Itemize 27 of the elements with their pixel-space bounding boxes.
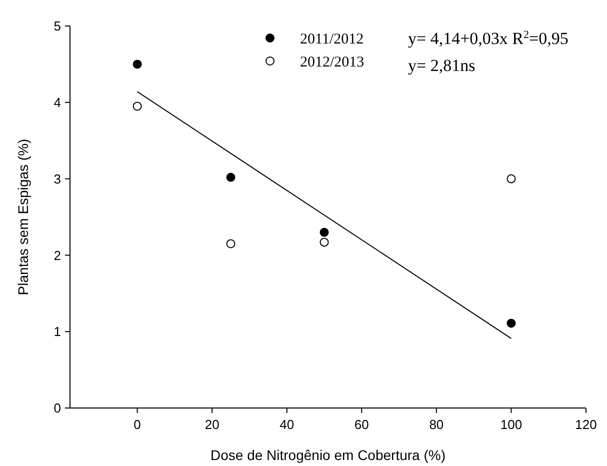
x-tick-label: 40 — [280, 417, 294, 432]
y-tick-label: 4 — [54, 94, 61, 110]
x-tick-label: 20 — [204, 417, 220, 432]
y-axis-title: Plantas sem Espigas (%) — [15, 138, 31, 296]
x-tick-label: 60 — [354, 417, 369, 432]
y-tick-label: 5 — [54, 18, 61, 34]
point — [132, 102, 142, 111]
legend-label: 2011/2012 — [300, 31, 364, 48]
annotation: y= 4,14+0,03x R$^{2}$=0,95 — [408, 28, 568, 48]
point — [226, 239, 236, 248]
annotation: y= 2,81ns — [408, 56, 476, 75]
x-tick-label: 0 — [134, 417, 141, 432]
x-axis-title: Dose de Nitrogênio em Cobertura (%) — [210, 447, 446, 463]
y-tick-label: 1 — [54, 324, 61, 340]
x-tick-label: 120 — [575, 417, 597, 432]
y-tick-label: 2 — [54, 248, 61, 263]
point — [320, 228, 329, 237]
point — [506, 174, 516, 184]
point — [506, 318, 516, 328]
point — [320, 238, 329, 247]
x-tick-label: 80 — [429, 417, 444, 432]
y-tick-label: 3 — [54, 171, 61, 186]
x-tick-label: 100 — [500, 417, 522, 432]
point — [226, 172, 236, 182]
point — [132, 60, 142, 69]
legend-label: 2012/2013 — [300, 54, 364, 70]
y-tick-label: 0 — [54, 400, 61, 416]
